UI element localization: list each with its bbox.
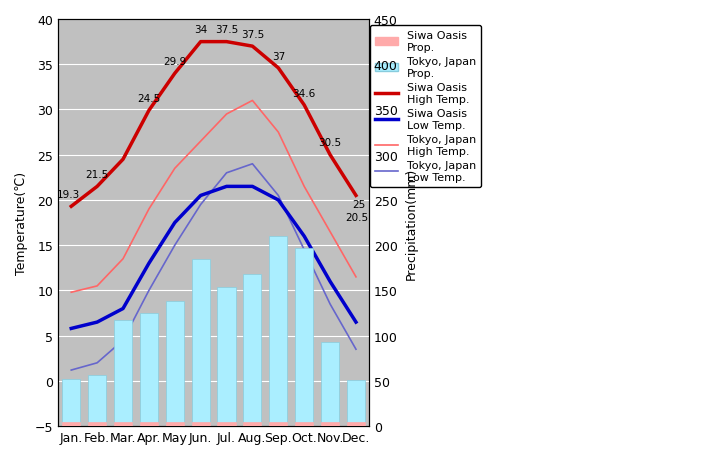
Siwa Oasis
Low Temp.	[248, 184, 257, 190]
Bar	[217, 422, 235, 426]
Tokyo, Japan
Low Temp.	[274, 193, 283, 199]
Siwa Oasis
High Temp.	[93, 184, 102, 190]
Bar	[192, 422, 210, 426]
Siwa Oasis
Low Temp.	[93, 319, 102, 325]
Bar	[192, 259, 210, 426]
Text: 20.5: 20.5	[346, 212, 369, 222]
Bar	[347, 422, 365, 426]
Bar	[269, 422, 287, 426]
Siwa Oasis
Low Temp.	[351, 319, 360, 325]
Bar	[217, 287, 235, 426]
Bar	[88, 422, 106, 426]
Tokyo, Japan
High Temp.	[300, 184, 309, 190]
Bar	[347, 380, 365, 426]
Siwa Oasis
Low Temp.	[67, 326, 76, 331]
Tokyo, Japan
Low Temp.	[248, 162, 257, 167]
Siwa Oasis
High Temp.	[248, 44, 257, 50]
Bar	[321, 422, 339, 426]
Line: Siwa Oasis
Low Temp.: Siwa Oasis Low Temp.	[71, 187, 356, 329]
Tokyo, Japan
High Temp.	[197, 139, 205, 145]
Bar	[166, 302, 184, 426]
Tokyo, Japan
High Temp.	[274, 130, 283, 135]
Text: 24.5: 24.5	[138, 94, 161, 104]
Tokyo, Japan
High Temp.	[222, 112, 231, 118]
Bar	[269, 237, 287, 426]
Bar	[140, 313, 158, 426]
Text: 29.9: 29.9	[163, 57, 186, 67]
Bar	[243, 422, 261, 426]
Siwa Oasis
High Temp.	[67, 204, 76, 210]
Siwa Oasis
Low Temp.	[119, 306, 127, 312]
Bar	[62, 422, 81, 426]
Bar	[88, 375, 106, 426]
Siwa Oasis
Low Temp.	[145, 261, 153, 267]
Tokyo, Japan
Low Temp.	[67, 368, 76, 373]
Tokyo, Japan
High Temp.	[119, 257, 127, 262]
Bar	[243, 274, 261, 426]
Bar	[295, 248, 313, 426]
Text: 19.3: 19.3	[57, 190, 81, 200]
Siwa Oasis
High Temp.	[197, 40, 205, 45]
Siwa Oasis
Low Temp.	[171, 220, 179, 226]
Siwa Oasis
High Temp.	[171, 71, 179, 77]
Text: 34: 34	[194, 25, 207, 35]
Siwa Oasis
High Temp.	[222, 40, 231, 45]
Siwa Oasis
Low Temp.	[222, 184, 231, 190]
Tokyo, Japan
High Temp.	[145, 207, 153, 213]
Siwa Oasis
High Temp.	[145, 108, 153, 114]
Siwa Oasis
High Temp.	[300, 103, 309, 108]
Text: 34.6: 34.6	[292, 89, 316, 99]
Bar	[321, 342, 339, 426]
Line: Tokyo, Japan
Low Temp.: Tokyo, Japan Low Temp.	[71, 164, 356, 370]
Tokyo, Japan
Low Temp.	[351, 347, 360, 352]
Bar	[114, 422, 132, 426]
Bar	[166, 422, 184, 426]
Bar	[140, 422, 158, 426]
Line: Tokyo, Japan
High Temp.: Tokyo, Japan High Temp.	[71, 101, 356, 292]
Text: 37.5: 37.5	[240, 30, 264, 40]
Tokyo, Japan
Low Temp.	[171, 243, 179, 248]
Siwa Oasis
High Temp.	[119, 157, 127, 162]
Text: 25: 25	[352, 200, 365, 210]
Tokyo, Japan
High Temp.	[325, 230, 334, 235]
Siwa Oasis
High Temp.	[274, 66, 283, 72]
Tokyo, Japan
Low Temp.	[222, 171, 231, 176]
Bar	[114, 320, 132, 426]
Tokyo, Japan
High Temp.	[67, 290, 76, 295]
Siwa Oasis
Low Temp.	[274, 198, 283, 203]
Legend: Siwa Oasis
Prop., Tokyo, Japan
Prop., Siwa Oasis
High Temp., Siwa Oasis
Low Temp: Siwa Oasis Prop., Tokyo, Japan Prop., Si…	[370, 26, 482, 188]
Line: Siwa Oasis
High Temp.: Siwa Oasis High Temp.	[71, 43, 356, 207]
Bar	[295, 422, 313, 426]
Tokyo, Japan
Low Temp.	[300, 247, 309, 253]
Tokyo, Japan
High Temp.	[248, 98, 257, 104]
Y-axis label: Temperature(℃): Temperature(℃)	[15, 172, 28, 274]
Tokyo, Japan
Low Temp.	[325, 302, 334, 307]
Bar	[62, 379, 81, 426]
Tokyo, Japan
Low Temp.	[145, 288, 153, 294]
Siwa Oasis
Low Temp.	[325, 279, 334, 285]
Tokyo, Japan
High Temp.	[93, 284, 102, 289]
Text: 30.5: 30.5	[318, 138, 342, 148]
Tokyo, Japan
High Temp.	[171, 166, 179, 172]
Siwa Oasis
High Temp.	[325, 153, 334, 158]
Siwa Oasis
Low Temp.	[197, 193, 205, 199]
Siwa Oasis
Low Temp.	[300, 234, 309, 240]
Y-axis label: Precipitation(mm): Precipitation(mm)	[405, 167, 418, 279]
Tokyo, Japan
Low Temp.	[119, 338, 127, 343]
Tokyo, Japan
High Temp.	[351, 274, 360, 280]
Siwa Oasis
High Temp.	[351, 193, 360, 199]
Text: 37: 37	[271, 51, 285, 62]
Text: 37.5: 37.5	[215, 25, 238, 35]
Tokyo, Japan
Low Temp.	[93, 360, 102, 366]
Tokyo, Japan
Low Temp.	[197, 202, 205, 208]
Text: 21.5: 21.5	[86, 170, 109, 180]
